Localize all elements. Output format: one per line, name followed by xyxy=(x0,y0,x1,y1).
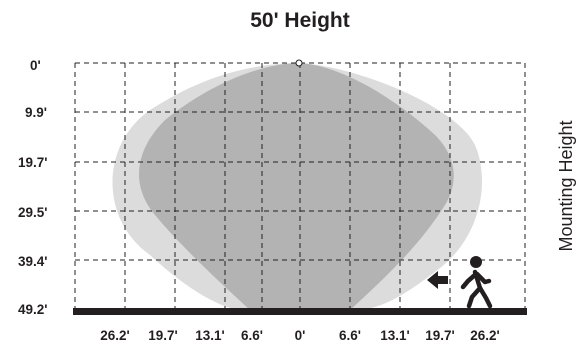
x-axis-labels: 26.2' 19.7' 13.1' 6.6' 0' 6.6' 13.1' 19.… xyxy=(100,328,500,343)
x-axis-label: 13.1' xyxy=(380,328,410,343)
x-axis-label: 6.6' xyxy=(241,328,263,343)
x-axis-label: 0' xyxy=(295,328,306,343)
x-axis-label: 26.2' xyxy=(470,328,500,343)
inner-coverage-pattern xyxy=(138,63,454,310)
y-axis-label: 9.9' xyxy=(25,105,47,120)
y-axis-labels: 0' 9.9' 19.7' 29.5' 39.4' 49.2' xyxy=(18,58,48,317)
sensor-dot-icon xyxy=(295,59,303,67)
y-axis-label: 39.4' xyxy=(18,254,48,269)
diagram-title: 50' Height xyxy=(250,9,350,32)
x-axis-label: 13.1' xyxy=(195,328,225,343)
y-axis-label: 49.2' xyxy=(18,302,48,317)
arrow-left-icon xyxy=(427,271,448,289)
x-axis-label: 26.2' xyxy=(100,328,130,343)
y-axis-label: 29.5' xyxy=(18,205,48,220)
x-axis-label: 6.6' xyxy=(339,328,361,343)
x-axis-label: 19.7' xyxy=(425,328,455,343)
y-axis-label: 0' xyxy=(30,58,41,73)
mounting-height-label: Mounting Height xyxy=(556,120,576,251)
y-axis-label: 19.7' xyxy=(18,155,48,170)
x-axis-label: 19.7' xyxy=(148,328,178,343)
walking-person-icon xyxy=(460,256,493,309)
floor-bar xyxy=(73,308,527,315)
